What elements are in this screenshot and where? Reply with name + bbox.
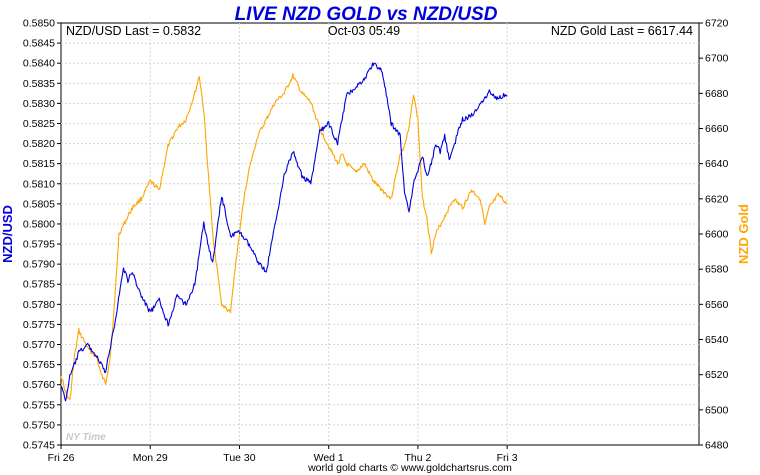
y-left-tick-label: 0.5795 (23, 239, 55, 251)
watermark: NY Time (66, 432, 106, 443)
header-right: NZD Gold Last = 6617.44 (551, 24, 693, 38)
y-axis-right: 6480 6500 6520 6540 6560 6580 6600 6620 6640 6660… (699, 18, 729, 452)
y-left-tick-label: 0.5805 (23, 198, 55, 210)
y-axis-right-label: NZD Gold (736, 204, 751, 264)
header-center: Oct-03 05:49 (328, 24, 400, 38)
y-right-tick-label: 6500 (705, 404, 729, 416)
y-right-tick-label: 6720 (705, 18, 729, 30)
credit-text: world gold charts © www.goldchartsrus.co… (307, 462, 512, 474)
y-right-tick-label: 6660 (705, 123, 729, 135)
y-left-tick-label: 0.5840 (23, 58, 55, 70)
y-left-tick-label: 0.5765 (23, 359, 55, 371)
y-left-tick-label: 0.5755 (23, 399, 55, 411)
y-left-tick-label: 0.5775 (23, 319, 55, 331)
y-left-tick-label: 0.5760 (23, 379, 55, 391)
y-right-tick-label: 6600 (705, 229, 729, 241)
y-right-tick-label: 6620 (705, 193, 729, 205)
y-left-tick-label: 0.5750 (23, 419, 55, 431)
y-right-tick-label: 6700 (705, 53, 729, 65)
y-axis-left: 0.5745 0.5750 0.5755 0.5760 0.5765 0.5770 0.57… (23, 18, 61, 452)
y-right-tick-label: 6640 (705, 158, 729, 170)
y-right-tick-label: 6680 (705, 88, 729, 100)
x-tick-label: Wed 1 (314, 452, 344, 464)
y-left-tick-label: 0.5780 (23, 299, 55, 311)
y-right-tick-label: 6480 (705, 440, 729, 452)
y-right-tick-label: 6540 (705, 334, 729, 346)
y-right-tick-label: 6520 (705, 369, 729, 381)
x-tick-label: Fri 26 (48, 452, 75, 464)
y-left-tick-label: 0.5830 (23, 98, 55, 110)
series-line-nzd-gold (60, 73, 508, 400)
y-left-tick-label: 0.5745 (23, 440, 55, 452)
y-left-tick-label: 0.5835 (23, 78, 55, 90)
x-axis: Fri 26 Mon 29 Tue 30 Wed 1 Thu 2 Fri 3 (48, 445, 518, 464)
y-left-tick-label: 0.5770 (23, 339, 55, 351)
y-left-tick-label: 0.5820 (23, 138, 55, 150)
y-axis-left-label: NZD/USD (0, 205, 15, 263)
x-tick-label: Thu 2 (404, 452, 431, 464)
y-left-tick-label: 0.5800 (23, 218, 55, 230)
y-left-tick-label: 0.5845 (23, 38, 55, 50)
y-left-tick-label: 0.5790 (23, 259, 55, 271)
x-tick-label: Tue 30 (223, 452, 255, 464)
y-left-tick-label: 0.5825 (23, 118, 55, 130)
y-left-tick-label: 0.5785 (23, 279, 55, 291)
series-line-nzd-usd (60, 62, 508, 402)
y-right-tick-label: 6580 (705, 264, 729, 276)
header-left: NZD/USD Last = 0.5832 (66, 24, 201, 38)
chart-title: LIVE NZD GOLD vs NZD/USD (235, 4, 498, 25)
series-layer (60, 62, 508, 402)
y-left-tick-label: 0.5810 (23, 178, 55, 190)
y-right-tick-label: 6560 (705, 299, 729, 311)
plot-area (60, 22, 700, 446)
x-tick-label: Fri 3 (497, 452, 518, 464)
y-left-tick-label: 0.5850 (23, 18, 55, 30)
x-tick-label: Mon 29 (133, 452, 168, 464)
y-left-tick-label: 0.5815 (23, 158, 55, 170)
